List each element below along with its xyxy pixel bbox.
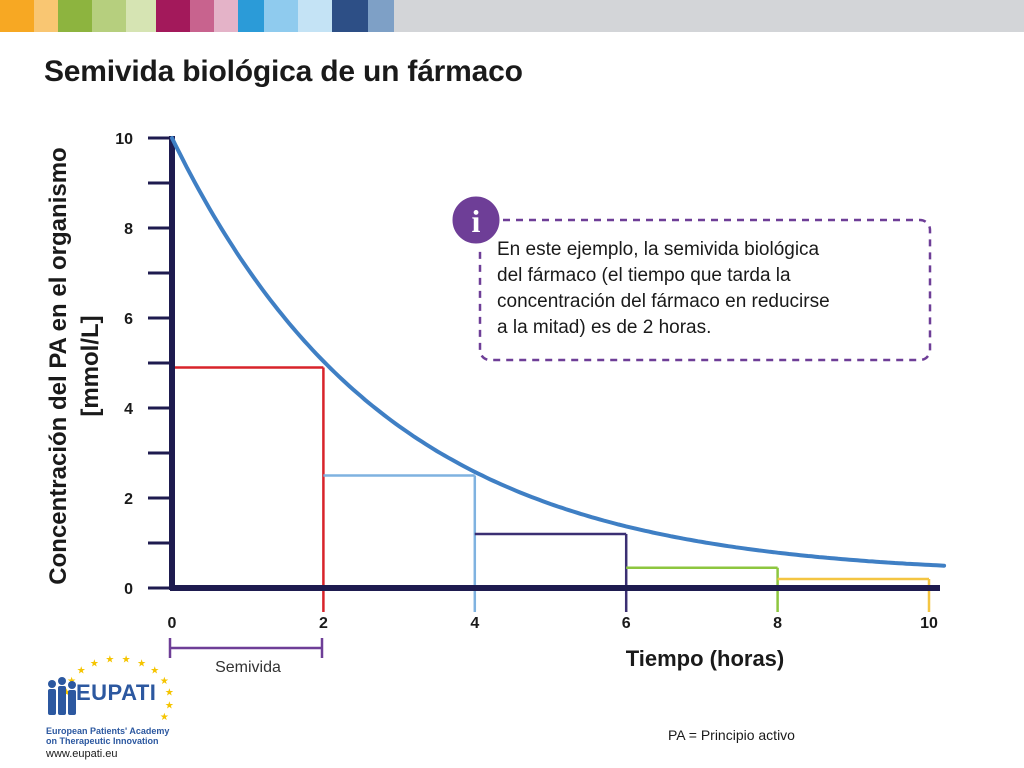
band-segment: [190, 0, 214, 32]
logo-star: ★: [77, 666, 86, 677]
y-tick-label: 10: [115, 131, 133, 148]
x-axis-title: Tiempo (horas): [626, 646, 785, 671]
x-tick-label: 0: [168, 615, 177, 632]
band-segment: [34, 0, 58, 32]
band-segment: [126, 0, 156, 32]
half-life-marker-t2: [172, 366, 325, 612]
callout-line-3: concentración del fármaco en reducirse: [497, 291, 830, 312]
eupati-logo: ★★★★★★★★★★★★ EUPATI European Patients' A…: [40, 654, 190, 764]
y-axis-unit: [mmol/L]: [77, 315, 104, 416]
people-figures-icon: [48, 677, 76, 715]
semivida-label: Semivida: [215, 659, 281, 676]
info-callout: i En este ejemplo, la semivida biológica…: [449, 193, 932, 362]
logo-tagline-2: on Therapeutic Innovation: [46, 736, 159, 746]
x-tick-label: 6: [622, 615, 631, 632]
marker-lines: [172, 366, 931, 612]
band-segment: [332, 0, 368, 32]
x-tick-label: 2: [319, 615, 328, 632]
logo-star: ★: [160, 676, 169, 687]
y-tick-label: 0: [124, 581, 133, 598]
half-life-marker-t10: [777, 577, 931, 612]
concentration-curve: [170, 136, 947, 568]
y-axis-title: Concentración del PA en el organismo: [45, 147, 72, 584]
logo-url: www.eupati.eu: [46, 748, 118, 760]
logo-star: ★: [150, 666, 159, 677]
eupati-emblem: ★★★★★★★★★★★★: [48, 654, 174, 723]
band-segment: [298, 0, 332, 32]
logo-tagline-1: European Patients' Academy: [46, 726, 170, 736]
y-tick-label: 6: [124, 311, 133, 328]
half-life-marker-t4: [323, 474, 477, 612]
band-segment: [0, 0, 34, 32]
info-icon: [449, 193, 503, 247]
semivida-bracket: Semivida: [168, 638, 324, 676]
x-tick-label: 8: [773, 615, 782, 632]
x-tick-label: 4: [470, 615, 479, 632]
y-tick-label: 2: [124, 491, 133, 508]
callout-line-4: a la mitad) es de 2 horas.: [497, 317, 711, 338]
y-tick-label: 8: [124, 221, 133, 238]
band-segment: [368, 0, 394, 32]
logo-star: ★: [165, 700, 174, 711]
logo-brand: EUPATI: [76, 680, 157, 705]
footnote: PA = Principio activo: [668, 727, 795, 743]
band-segment: [394, 0, 1024, 32]
logo-star: ★: [122, 654, 131, 665]
tick-labels: 0 2 4 6 8 10 0 2 4 6 8 10: [115, 131, 938, 632]
y-tick-label: 4: [124, 401, 133, 418]
info-icon-glyph: i: [472, 203, 481, 239]
logo-star: ★: [90, 658, 99, 669]
band-segment: [92, 0, 126, 32]
callout-border: [478, 218, 932, 362]
curve-layer: [170, 136, 947, 568]
x-tick-label: 10: [920, 615, 938, 632]
slide-title: Semivida biológica de un fármaco: [44, 55, 523, 88]
band-segment: [238, 0, 264, 32]
logo-star: ★: [165, 688, 174, 699]
logo-star: ★: [62, 688, 71, 699]
logo-star: ★: [105, 654, 114, 665]
top-color-band: [0, 0, 1024, 32]
callout-line-2: del fármaco (el tiempo que tarda la: [497, 265, 791, 286]
band-segment: [214, 0, 238, 32]
logo-star: ★: [160, 712, 169, 723]
chart-axes: [148, 136, 940, 591]
half-life-marker-t6: [474, 532, 628, 612]
band-segment: [58, 0, 92, 32]
callout-line-1: En este ejemplo, la semivida biológica: [497, 239, 820, 260]
band-segment: [264, 0, 298, 32]
band-segment: [156, 0, 190, 32]
logo-star: ★: [137, 658, 146, 669]
